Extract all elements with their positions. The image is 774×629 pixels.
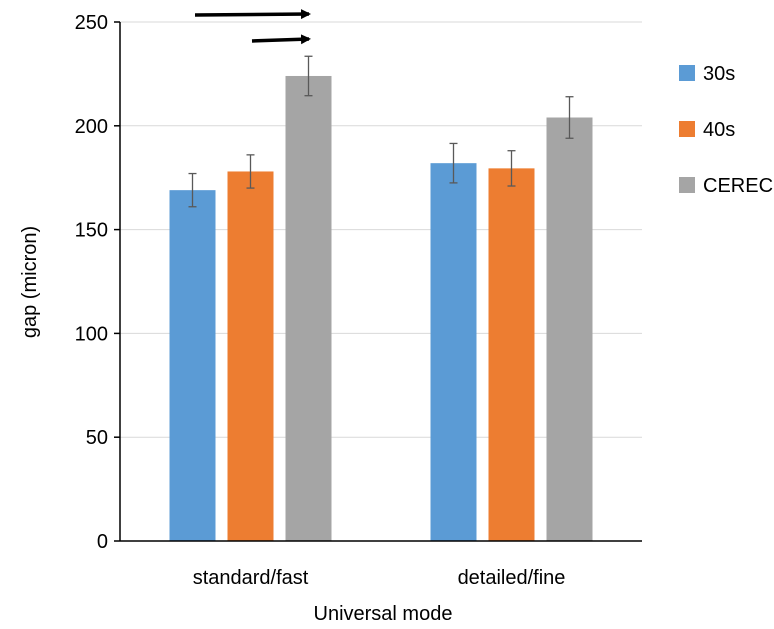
bar-30s xyxy=(430,163,477,541)
x-axis-categories: standard/fast detailed/fine xyxy=(193,567,566,589)
y-tick-label: 0 xyxy=(97,531,108,553)
bar-cerec xyxy=(546,117,593,541)
bar-30s xyxy=(169,190,216,541)
bar-40s xyxy=(488,168,535,541)
legend: 30s 40s CEREC xyxy=(679,63,773,197)
legend-label: CEREC xyxy=(703,175,773,197)
y-axis-title: gap (micron) xyxy=(19,226,41,338)
legend-swatch-40s xyxy=(679,121,695,137)
x-category-label: standard/fast xyxy=(193,567,309,589)
y-tick-label: 50 xyxy=(86,427,108,449)
legend-label: 30s xyxy=(703,63,735,85)
bars xyxy=(169,75,593,542)
annotation-arrow xyxy=(251,34,311,45)
legend-label: 40s xyxy=(703,119,735,141)
x-axis-title: Universal mode xyxy=(314,603,453,625)
y-tick-label: 100 xyxy=(75,323,108,345)
annotations xyxy=(194,9,311,45)
axes xyxy=(119,22,642,542)
y-tick-label: 150 xyxy=(75,220,108,242)
y-axis-ticks: 0 50 100 150 200 250 xyxy=(75,12,120,553)
y-tick-label: 250 xyxy=(75,12,108,34)
annotation-arrow xyxy=(194,9,311,20)
bar-cerec xyxy=(285,75,332,541)
x-category-label: detailed/fine xyxy=(458,567,566,589)
legend-swatch-30s xyxy=(679,65,695,81)
y-tick-label: 200 xyxy=(75,116,108,138)
bar-40s xyxy=(227,171,274,542)
error-bars xyxy=(188,55,574,208)
legend-swatch-cerec xyxy=(679,177,695,193)
